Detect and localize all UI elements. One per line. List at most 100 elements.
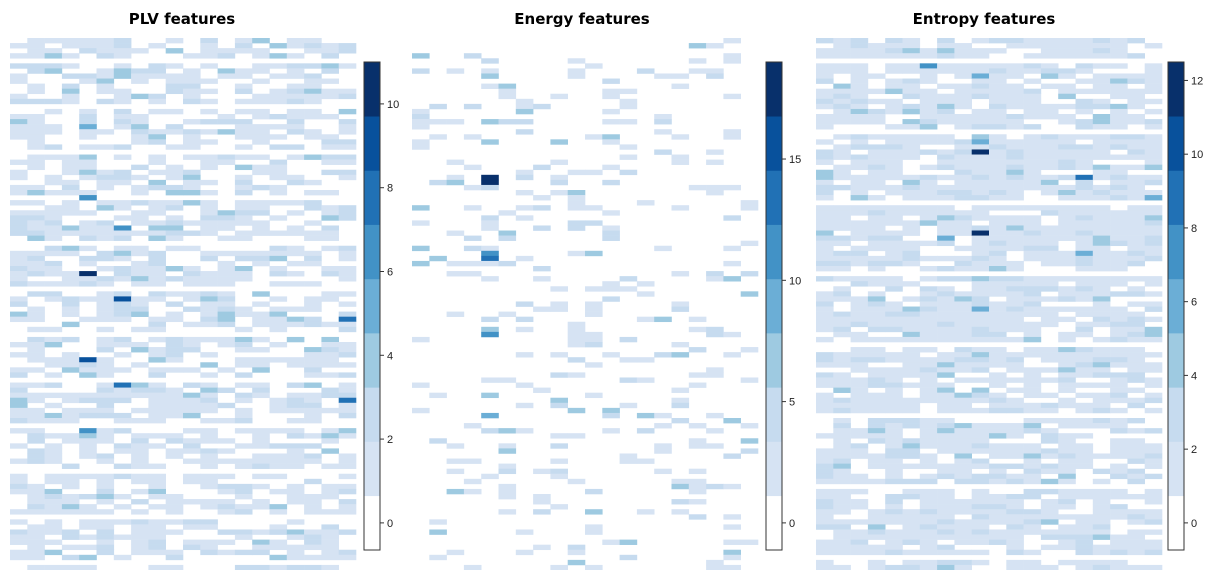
heat-cell xyxy=(1006,448,1024,454)
heat-cell xyxy=(533,306,551,312)
heat-cell xyxy=(1040,276,1059,282)
heat-cell xyxy=(131,407,149,414)
heat-cell xyxy=(989,78,1007,84)
heat-cell xyxy=(850,306,869,312)
heat-cell xyxy=(971,499,990,505)
heat-cell xyxy=(816,559,834,566)
heat-cell xyxy=(61,190,80,196)
heat-cell xyxy=(10,114,28,120)
heat-cell xyxy=(200,301,218,307)
heat-cell xyxy=(1075,276,1094,282)
heat-cell xyxy=(61,367,80,373)
heat-cell xyxy=(867,433,886,439)
heat-cell xyxy=(885,260,903,267)
heat-cell xyxy=(885,539,903,545)
heat-cell xyxy=(321,291,339,297)
heat-cell xyxy=(286,316,305,323)
heat-cell xyxy=(1058,362,1076,368)
heat-cell xyxy=(79,271,97,277)
heat-cell xyxy=(148,534,166,540)
heat-cell xyxy=(217,509,236,515)
colorbar-band xyxy=(364,170,380,225)
heat-cell xyxy=(902,402,921,409)
heat-cell xyxy=(1075,453,1094,459)
heat-cell xyxy=(1040,235,1059,241)
heat-cell xyxy=(971,494,990,500)
heat-cell xyxy=(183,321,201,328)
heat-cell xyxy=(954,468,972,475)
heat-cell xyxy=(867,195,886,201)
heat-cell xyxy=(515,529,534,535)
heat-cell xyxy=(131,215,149,221)
heat-cell xyxy=(217,387,236,393)
heat-cell xyxy=(585,306,603,312)
heat-cell xyxy=(833,549,851,556)
heat-cell xyxy=(1006,367,1024,373)
heat-cell xyxy=(269,124,288,130)
heat-cell xyxy=(989,108,1007,115)
heat-cell xyxy=(971,286,990,292)
heat-cell xyxy=(10,129,28,135)
heat-cell xyxy=(1006,93,1024,100)
heat-cell xyxy=(252,184,270,191)
heat-cell xyxy=(79,230,97,236)
heat-cell xyxy=(1023,336,1042,343)
heat-cell xyxy=(833,539,851,545)
heat-cell xyxy=(412,220,430,226)
heat-cell xyxy=(971,514,990,520)
heat-cell xyxy=(1040,428,1059,434)
heat-cell xyxy=(234,342,253,348)
heat-cell xyxy=(234,98,253,105)
heat-cell xyxy=(217,448,236,454)
heat-cell xyxy=(148,184,166,191)
heat-cell xyxy=(113,119,132,125)
heat-cell xyxy=(165,407,184,414)
heat-cell xyxy=(816,336,834,343)
heat-cell xyxy=(885,164,903,171)
heat-cell xyxy=(937,149,955,155)
heat-cell xyxy=(79,397,97,404)
heat-cell xyxy=(1058,534,1076,540)
heat-cell xyxy=(286,73,305,79)
heat-cell xyxy=(183,296,201,302)
heat-cell xyxy=(27,554,45,561)
heat-cell xyxy=(1023,377,1042,383)
heat-cell xyxy=(148,382,166,388)
heat-cell xyxy=(1023,564,1042,570)
heat-cell xyxy=(113,443,132,449)
heat-cell xyxy=(61,473,80,480)
heat-cell xyxy=(234,184,253,191)
heat-cell xyxy=(338,255,357,262)
heat-cell xyxy=(200,271,218,277)
heat-cell xyxy=(602,134,620,140)
heat-cell xyxy=(96,458,115,464)
heat-cell xyxy=(954,215,972,221)
heat-cell xyxy=(602,78,620,84)
heat-cell xyxy=(304,73,322,79)
heat-cell xyxy=(148,372,166,378)
heat-cell xyxy=(671,134,690,140)
heat-cell xyxy=(217,276,236,282)
heat-cell xyxy=(850,331,869,338)
heat-cell xyxy=(654,352,672,358)
heat-cell xyxy=(919,494,938,500)
heat-cell xyxy=(902,139,921,145)
heat-cell xyxy=(234,164,253,171)
heat-cell xyxy=(200,483,218,490)
heat-cell xyxy=(885,468,903,475)
heat-cell xyxy=(234,463,253,469)
heat-cell xyxy=(1023,78,1042,84)
heat-cell xyxy=(850,367,869,373)
heat-cell xyxy=(113,205,132,211)
heat-cell xyxy=(989,301,1007,307)
heat-cell xyxy=(1110,428,1128,434)
heat-cell xyxy=(234,564,253,570)
heat-cell xyxy=(79,519,97,525)
heat-cell xyxy=(989,423,1007,429)
heat-cell xyxy=(131,306,149,312)
heat-cell xyxy=(79,473,97,480)
heat-cell xyxy=(61,392,80,399)
heat-cell xyxy=(1092,235,1111,241)
heat-cell xyxy=(989,169,1007,176)
heat-cell xyxy=(148,220,166,226)
